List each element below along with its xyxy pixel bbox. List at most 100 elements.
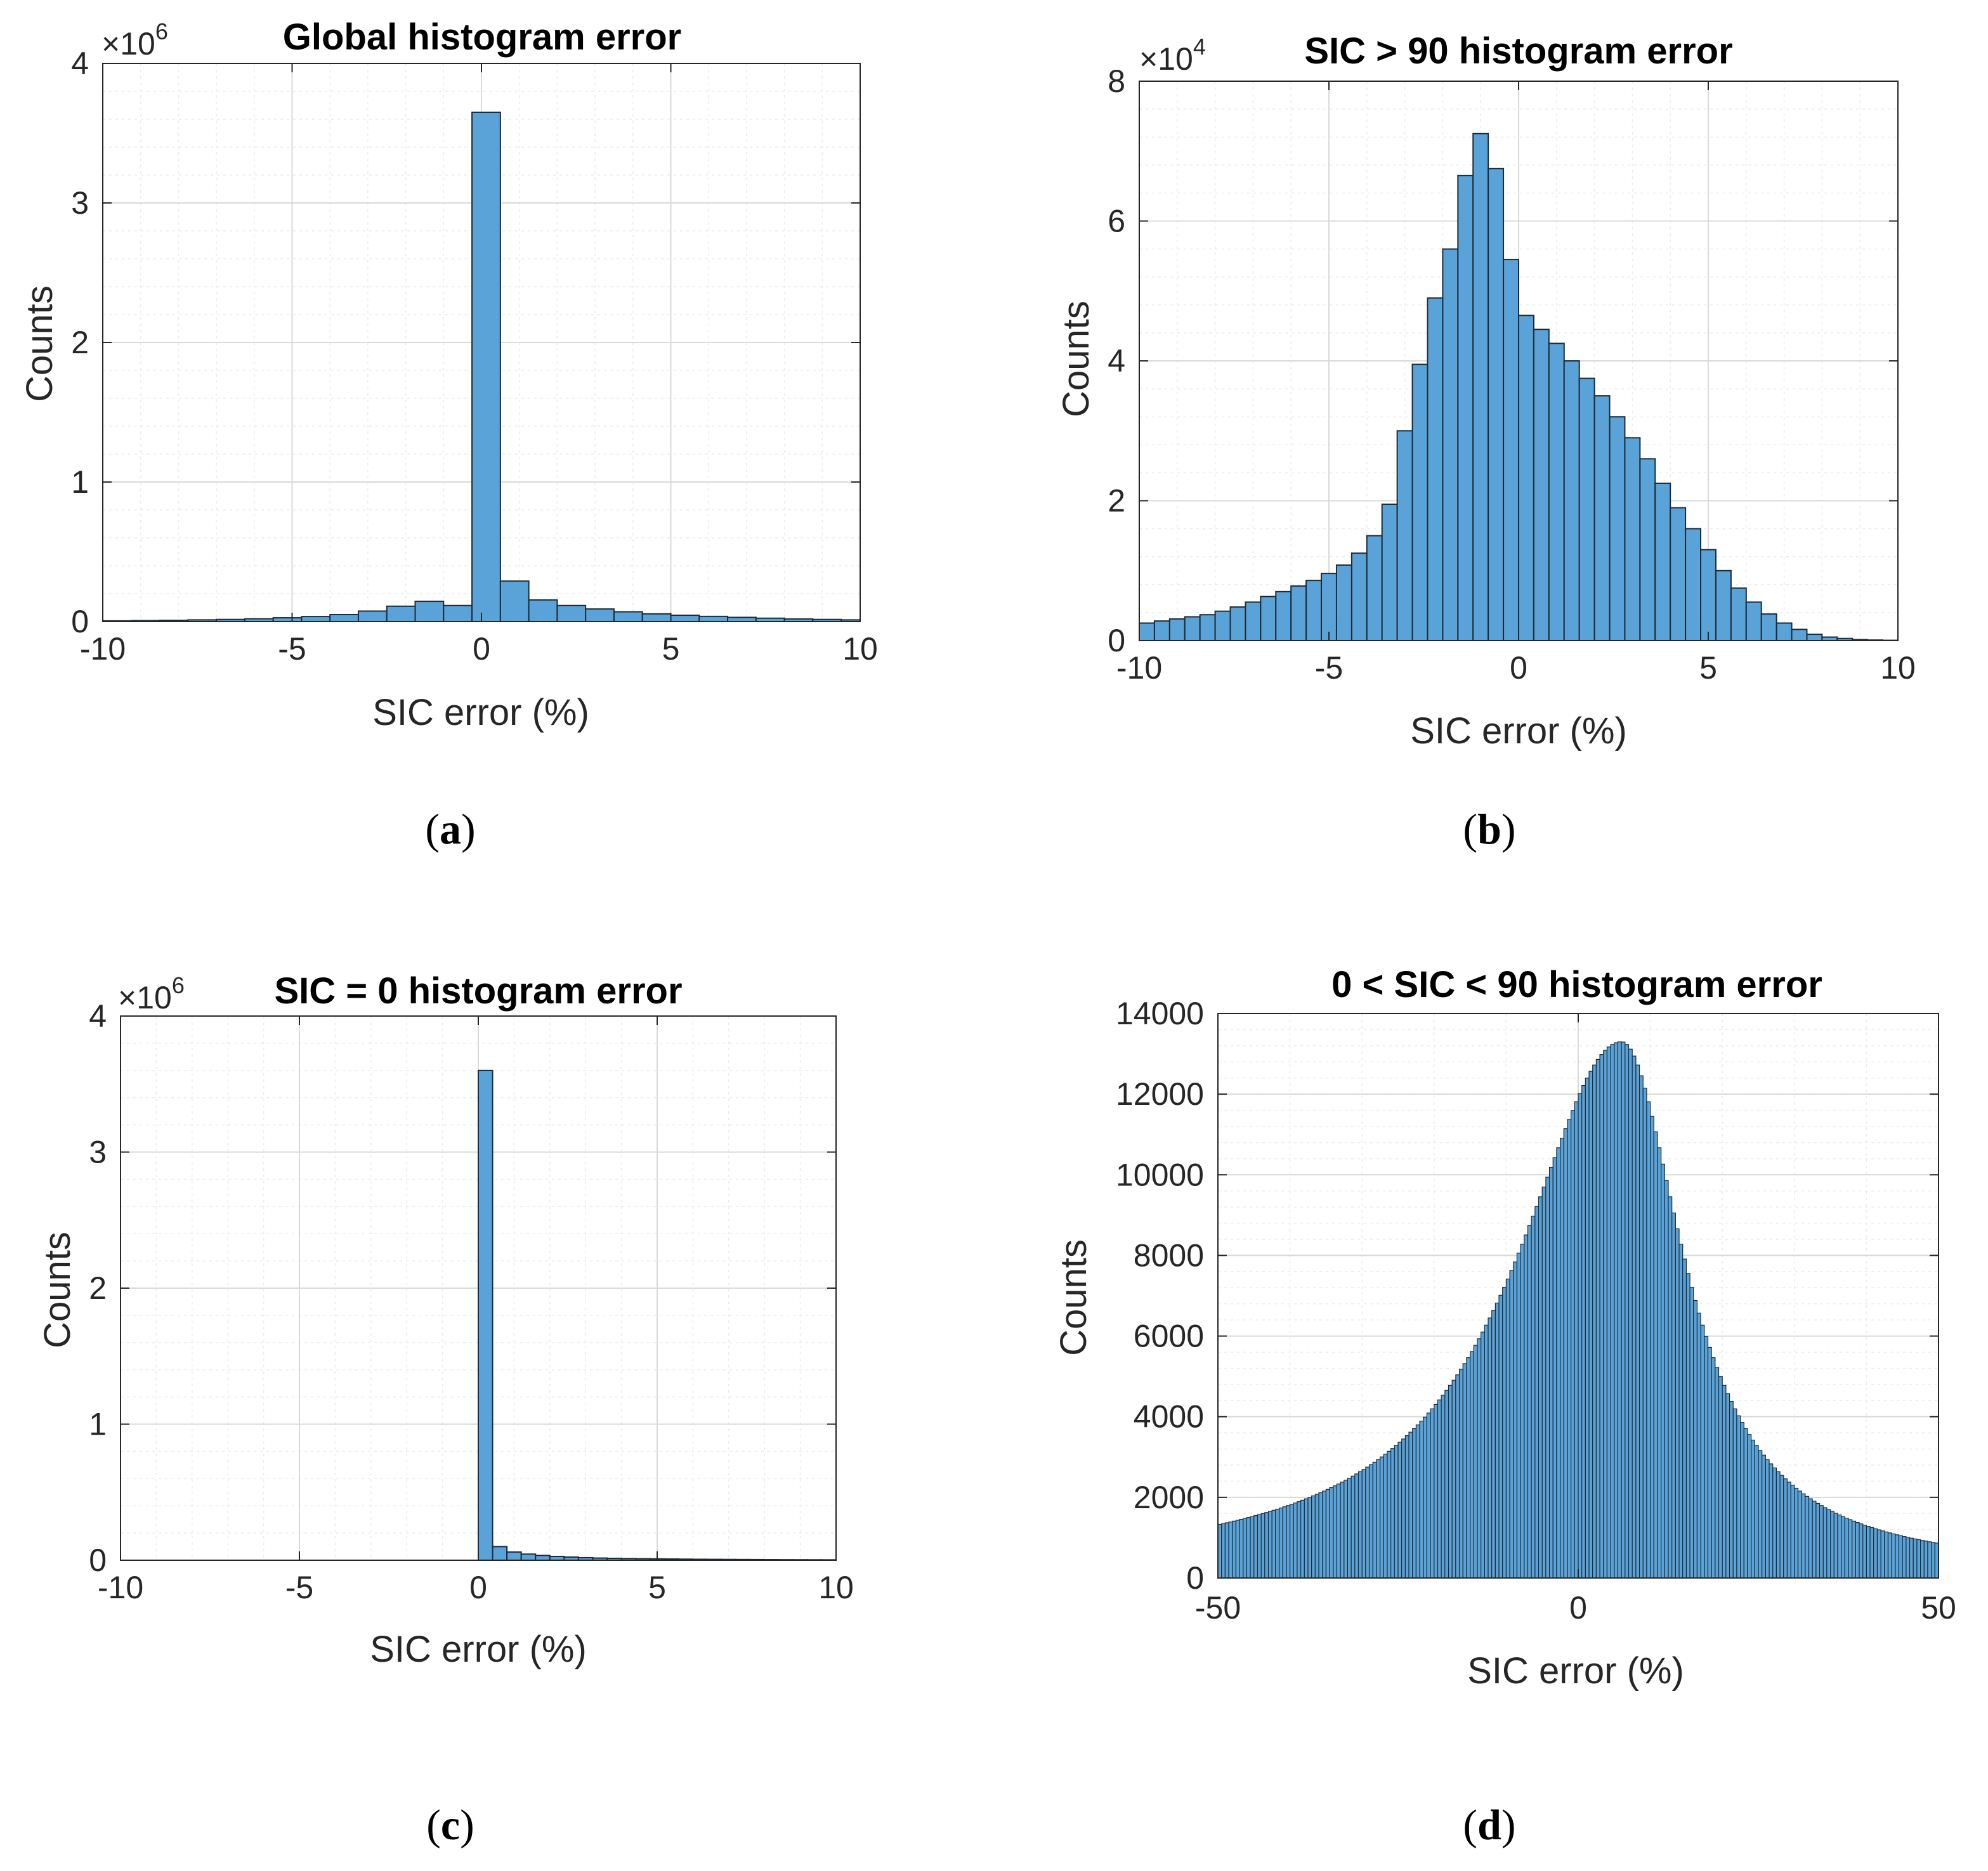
histogram-bar [1470, 1351, 1474, 1579]
histogram-bar [1494, 1302, 1500, 1579]
histogram-bar [1729, 1401, 1734, 1579]
histogram-bar [1880, 1530, 1885, 1579]
histogram-bar [1671, 1212, 1676, 1579]
histogram-bar [1625, 1044, 1630, 1579]
panel-c-exponent-power: 6 [172, 972, 185, 998]
panel-c-label: (c) [426, 1801, 474, 1849]
histogram-bar [1822, 1507, 1828, 1579]
panel-d-bars [1217, 1041, 1939, 1579]
panel-a-exponent-power: 6 [155, 18, 168, 44]
histogram-bar [1336, 1483, 1341, 1579]
histogram-bar [1412, 1428, 1416, 1579]
histogram-bar [1670, 507, 1687, 642]
histogram-bar [1322, 1490, 1326, 1579]
x-tick-label: -50 [1195, 1590, 1241, 1626]
histogram-bar [1404, 1435, 1409, 1579]
histogram-bar [1646, 1101, 1651, 1579]
histogram-bar [1657, 1147, 1662, 1579]
histogram-bar [1869, 1527, 1874, 1579]
y-tick-label: 2 [89, 1270, 107, 1306]
histogram-bar [1318, 1492, 1323, 1579]
histogram-bar [1638, 1075, 1644, 1579]
histogram-bar [1361, 1469, 1366, 1579]
histogram-bar [1545, 1177, 1550, 1579]
histogram-bar [1372, 1461, 1377, 1579]
histogram-bar [492, 1546, 508, 1561]
y-tick-label: 4 [1108, 343, 1125, 379]
histogram-bar [1498, 1294, 1503, 1579]
histogram-bar [1560, 1137, 1564, 1579]
x-tick-label: 0 [469, 1570, 487, 1605]
histogram-bar [1808, 1498, 1813, 1579]
histogram-bar [1585, 1078, 1590, 1579]
histogram-bar [1430, 1408, 1435, 1579]
histogram-bar [1481, 1331, 1485, 1579]
histogram-bar [1722, 1385, 1727, 1579]
histogram-bar [1668, 1196, 1673, 1579]
histogram-bar [1675, 1228, 1680, 1579]
panel-label-open-paren: ( [1463, 805, 1477, 853]
histogram-bar [1442, 248, 1459, 642]
panel-b-bars [1139, 133, 1899, 642]
histogram-bar [1229, 606, 1246, 642]
chart-panel-c: -10 -5 0 5 10 0 1 2 3 4 SIC = 0 histogram error ×… [37, 970, 854, 1849]
histogram-bar [1426, 1412, 1431, 1579]
panel-d-ylabel: Counts [1053, 1239, 1094, 1356]
y-tick-label: 4 [89, 998, 107, 1034]
histogram-bar [1466, 1357, 1471, 1579]
x-tick-label: 0 [1569, 1590, 1587, 1626]
y-tick-label: 2 [1108, 483, 1125, 519]
histogram-bar [1906, 1537, 1911, 1579]
histogram-bar [1243, 1518, 1248, 1579]
histogram-bar [1239, 1518, 1244, 1579]
y-tick-label: 2000 [1134, 1480, 1204, 1515]
histogram-bar [1718, 1376, 1723, 1579]
histogram-bar [1502, 1286, 1507, 1579]
histogram-bar [585, 608, 615, 623]
histogram-bar [1783, 1478, 1788, 1579]
panel-label-letter: c [441, 1801, 460, 1849]
histogram-bar [1628, 1048, 1633, 1579]
histogram-bar [1408, 1431, 1413, 1579]
panel-b-label: (b) [1463, 805, 1515, 853]
histogram-bar [1700, 549, 1717, 641]
histogram-bar [1837, 1514, 1842, 1579]
histogram-bar [1354, 1473, 1359, 1579]
histogram-bar [1290, 585, 1307, 642]
x-tick-label: -5 [278, 631, 306, 667]
histogram-bar [613, 611, 643, 622]
histogram-bar [1376, 1459, 1381, 1579]
y-tick-label: 6000 [1134, 1319, 1204, 1354]
panel-label-open-paren: ( [425, 805, 440, 853]
histogram-bar [1895, 1534, 1900, 1579]
panel-b-exponent: ×104 [1139, 34, 1206, 77]
histogram-bar [1305, 580, 1323, 641]
histogram-bar [1516, 1253, 1521, 1579]
histogram-bar [1488, 167, 1505, 641]
histogram-bar [1541, 1186, 1547, 1579]
histogram-bar [1235, 1520, 1240, 1579]
histogram-bar [1693, 1300, 1698, 1579]
histogram-bar [556, 604, 587, 623]
histogram-bar [535, 1555, 551, 1561]
histogram-bar [1848, 1519, 1853, 1579]
panel-b-title: SIC > 90 histogram error [1304, 30, 1732, 72]
histogram-bar [1745, 601, 1762, 641]
histogram-bar [1451, 1379, 1456, 1579]
y-tick-label: 6 [1108, 204, 1125, 239]
histogram-bar [1396, 430, 1413, 641]
histogram-bar [1365, 1466, 1370, 1579]
panel-b-ylabel: Counts [1056, 301, 1097, 417]
histogram-bar [1621, 1041, 1626, 1579]
histogram-bar [1221, 1523, 1226, 1579]
histogram-bar [386, 605, 416, 622]
histogram-bar [1548, 1166, 1553, 1579]
histogram-bar [1250, 1516, 1255, 1579]
panel-c-xlabel: SIC error (%) [370, 1629, 587, 1670]
histogram-bar [1635, 1064, 1640, 1579]
histogram-bar [1509, 1270, 1514, 1579]
histogram-bar [1578, 1093, 1583, 1579]
